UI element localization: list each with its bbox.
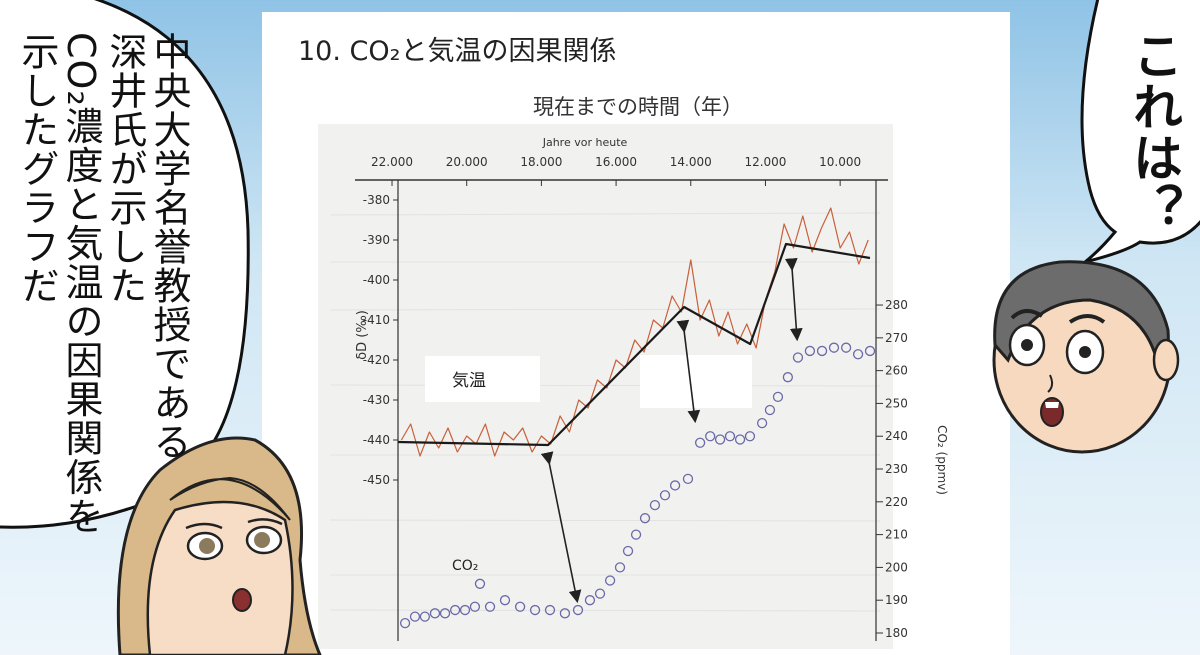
trend-line: [397, 242, 871, 447]
co2-point: [659, 490, 671, 501]
speech-bubble: [1080, 0, 1200, 264]
co2-point: [469, 601, 481, 612]
co2-point: [714, 434, 726, 445]
scan-texture: [329, 212, 881, 612]
co2-point: [604, 575, 616, 586]
y-tick-label: -410: [363, 313, 390, 327]
co2-point: [840, 342, 852, 353]
co2-point: [614, 562, 626, 573]
series-label: 気温: [452, 371, 486, 391]
y2-tick-label: 260: [885, 364, 908, 378]
y2-tick-label: 280: [885, 298, 908, 312]
y2-tick-label: 250: [885, 396, 908, 410]
y2-tick-label: 220: [885, 495, 908, 509]
co2-point: [514, 601, 526, 612]
co2-point: [744, 431, 756, 442]
co2-point: [459, 604, 471, 616]
co2-point: [529, 604, 541, 616]
y2-tick-label: 210: [885, 528, 908, 542]
co2-point: [559, 608, 571, 619]
heading: 10. CO₂と気温の因果関係: [298, 36, 616, 67]
temperature-line: [400, 207, 869, 457]
co2-point: [622, 545, 634, 557]
speech-text: 中央大学名誉教授である: [147, 32, 191, 461]
x-tick-label: 14.000: [670, 155, 712, 169]
co2-point: [669, 480, 681, 491]
y2-tick-label: 200: [885, 560, 908, 574]
co2-point: [828, 342, 840, 353]
co2-point: [439, 608, 451, 619]
x-tick-label: 16.000: [595, 155, 637, 169]
y2-tick-label: 180: [885, 626, 908, 640]
y-tick-label: -400: [363, 273, 390, 287]
x-tick-label: 10.000: [819, 155, 861, 169]
y2-tick-label: 240: [885, 429, 908, 443]
co2-point: [419, 611, 431, 622]
speech-text: 示したグラフだ: [15, 32, 59, 305]
character-girl: [116, 436, 322, 655]
co2-point: [499, 595, 511, 606]
label-box: [640, 355, 752, 408]
co2-point: [449, 604, 461, 616]
speech-text: CO₂濃度と気温の因果関係を: [59, 32, 103, 536]
y-tick-label: -380: [363, 193, 390, 207]
co2-point: [399, 618, 411, 629]
co2-point: [764, 404, 776, 416]
series-label: CO₂: [452, 558, 478, 574]
co2-point: [484, 601, 496, 612]
x-axis-label: Jahre vor heute: [542, 136, 628, 149]
label-box: [425, 356, 540, 402]
speech-text: 深井氏が示した: [103, 32, 147, 305]
co2-point: [705, 431, 716, 442]
y2-axis-label: CO₂ (ppmv): [935, 425, 949, 495]
x-tick-label: 22.000: [371, 155, 413, 169]
y-axis-label: δD (‰): [355, 310, 370, 360]
co2-point: [772, 391, 784, 403]
co2-point: [594, 588, 606, 599]
chart-title: 現在までの時間（年）: [533, 95, 743, 119]
co2-point: [792, 352, 804, 363]
x-tick-label: 20.000: [446, 155, 488, 169]
co2-point: [474, 578, 486, 589]
y-tick-label: -450: [363, 473, 390, 487]
co2-point: [409, 611, 421, 622]
co2-point: [572, 604, 584, 616]
x-tick-label: 12.000: [744, 155, 786, 169]
y2-tick-label: 190: [885, 593, 908, 607]
y-tick-label: -390: [363, 233, 390, 247]
x-tick-label: 18.000: [520, 155, 562, 169]
speech-text: これは？: [1125, 30, 1183, 234]
y2-tick-label: 230: [885, 462, 908, 476]
y-tick-label: -440: [363, 433, 390, 447]
y2-tick-label: 270: [885, 331, 908, 345]
co2-point: [429, 608, 441, 619]
character-boy: [992, 260, 1180, 454]
co2-point: [756, 417, 768, 429]
co2-point: [694, 437, 706, 448]
co2-point: [584, 595, 596, 606]
arrows: [540, 257, 803, 604]
co2-point: [852, 349, 864, 360]
co2-point: [630, 529, 642, 540]
co2-point: [734, 434, 746, 445]
co2-point: [782, 372, 794, 383]
co2-point: [649, 499, 661, 511]
co2-point: [724, 431, 736, 442]
y-tick-label: -420: [363, 353, 390, 367]
co2-point: [864, 345, 876, 357]
co2-point: [804, 345, 816, 357]
co2-point: [639, 513, 651, 524]
y-tick-label: -430: [363, 393, 390, 407]
co2-point: [544, 604, 556, 616]
co2-point: [816, 345, 828, 357]
co2-point: [682, 473, 694, 485]
